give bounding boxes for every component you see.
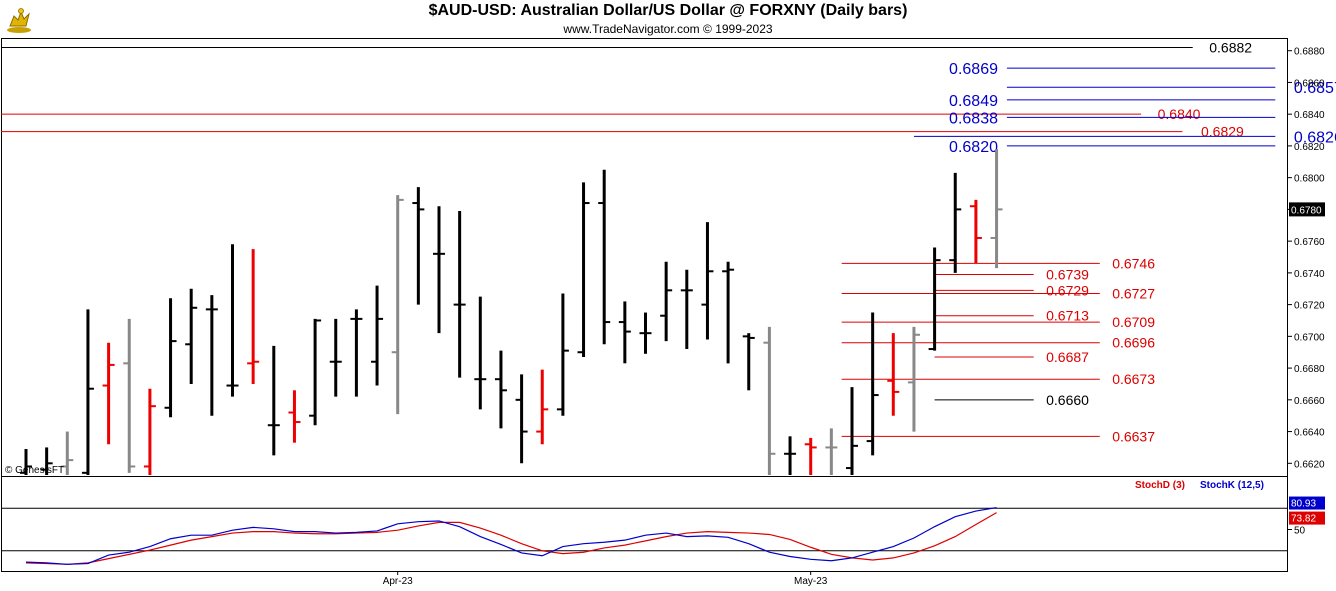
osc-value-label: 80.93 [1291,499,1316,510]
level-label: 0.6857 [1294,80,1336,97]
price-tick-label: 0.6620 [1294,459,1325,470]
level-label: 0.6729 [1046,282,1089,298]
level-label: 0.6882 [1209,40,1252,56]
osc-legend-item: StochD (3) [1135,480,1185,491]
price-tick-label: 0.6660 [1294,396,1325,407]
chart-subtitle: www.TradeNavigator.com © 1999-2023 [563,22,773,36]
level-label: 0.6746 [1112,255,1155,271]
price-panel-frame [1,38,1288,477]
osc-tick-label: 50 [1294,526,1306,537]
chart-title: $AUD-USD: Australian Dollar/US Dollar @ … [428,2,908,19]
watermark: © GenesisFT [5,465,64,476]
price-tick-label: 0.6700 [1294,332,1325,343]
level-label: 0.6660 [1046,392,1089,408]
price-tick-label: 0.6820 [1294,142,1325,153]
osc-value-box [1289,496,1325,510]
last-price-label: 0.6780 [1291,205,1322,216]
price-tick-label: 0.6880 [1294,47,1325,58]
price-tick-label: 0.6640 [1294,428,1325,439]
level-label: 0.6869 [949,61,998,78]
level-label: 0.6840 [1158,106,1201,122]
level-label: 0.6826 [1294,129,1336,146]
x-tick-label: Apr-23 [383,576,413,587]
level-label: 0.6820 [949,139,998,156]
level-label: 0.6696 [1112,335,1155,351]
price-tick-label: 0.6720 [1294,301,1325,312]
level-label: 0.6637 [1112,428,1155,444]
level-label: 0.6739 [1046,266,1089,282]
oscillator-panel-frame [1,476,1288,572]
price-tick-label: 0.6840 [1294,110,1325,121]
level-label: 0.6838 [949,110,998,127]
price-tick-label: 0.6800 [1294,174,1325,185]
level-label: 0.6687 [1046,349,1089,365]
level-label: 0.6709 [1112,314,1155,330]
last-price-box [1289,202,1325,217]
price-tick-label: 0.6680 [1294,364,1325,375]
osc-value-box [1289,511,1325,525]
price-tick-label: 0.6760 [1294,237,1325,248]
level-label: 0.6849 [949,93,998,110]
stoch-series-line [25,506,997,565]
level-label: 0.6727 [1112,286,1155,302]
level-label: 0.6713 [1046,308,1089,324]
stoch-series-line [25,512,997,565]
price-tick-label: 0.6740 [1294,269,1325,280]
osc-value-label: 73.82 [1291,514,1316,525]
level-label: 0.6829 [1201,124,1244,140]
x-tick-label: May-23 [794,576,828,587]
level-label: 0.6673 [1112,371,1155,387]
osc-legend-item: StochK (12,5) [1200,480,1264,491]
price-tick-label: 0.6860 [1294,78,1325,89]
gold-bull-logo-icon [4,4,34,34]
